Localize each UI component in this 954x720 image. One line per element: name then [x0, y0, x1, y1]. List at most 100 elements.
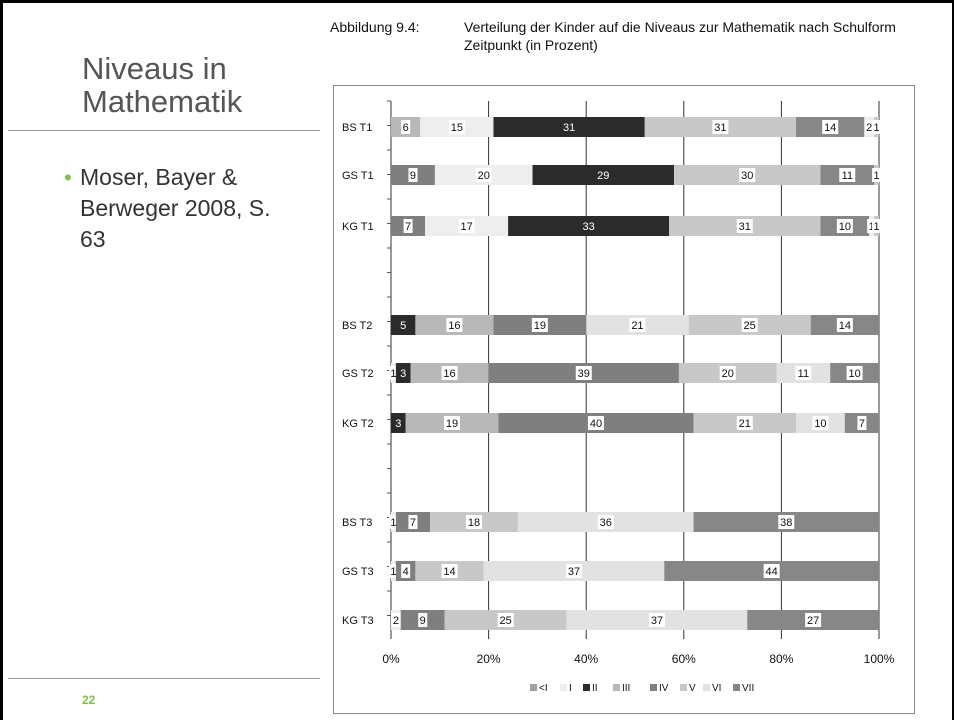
legend-label: II [592, 683, 598, 694]
data-label: 31 [739, 221, 751, 233]
category-label: BS T1 [342, 122, 372, 134]
legend-label: I [569, 683, 572, 694]
data-label-bg [566, 564, 582, 578]
data-label-bg [846, 366, 863, 380]
footer-divider [8, 678, 320, 679]
data-label: 27 [807, 615, 819, 627]
category-label: GS T3 [342, 566, 374, 578]
category-label: GS T2 [342, 368, 374, 380]
bar-segment [395, 363, 411, 383]
data-label: 19 [446, 418, 458, 430]
data-label: 1 [873, 170, 879, 182]
x-tick-label: 100% [864, 652, 895, 666]
x-tick-label: 40% [574, 652, 598, 666]
x-tick-label: 0% [382, 652, 400, 666]
legend-label: VI [712, 683, 721, 694]
data-label-bg [822, 120, 839, 134]
legend-swatch [680, 684, 687, 691]
data-label-bg [648, 613, 665, 627]
data-label-bg [575, 366, 592, 380]
data-label: 1 [390, 566, 396, 578]
data-label-bg [739, 168, 756, 182]
data-label-bg [763, 564, 780, 578]
legend-swatch [530, 684, 537, 691]
data-label: 16 [448, 320, 460, 332]
legend-label: V [689, 683, 696, 694]
data-label: 10 [848, 368, 860, 380]
data-label: 29 [597, 170, 609, 182]
data-label-bg [408, 168, 418, 182]
data-label-bg [441, 366, 458, 380]
data-label-bg [497, 613, 514, 627]
data-label-bg [857, 416, 867, 430]
bar-segment [508, 216, 670, 236]
slide-left-border [0, 0, 3, 720]
figure-caption-label: Abbildung 9.4: [330, 19, 420, 35]
x-tick-label: 20% [477, 652, 501, 666]
data-label: 20 [722, 368, 734, 380]
data-label-bg [597, 515, 614, 529]
stacked-bar-chart: 0% 20% 40% 60% 80% 100%BS T1 6 15 31 31 14 2 1GS T1 9… [342, 100, 895, 694]
data-label: 14 [443, 566, 455, 578]
page-number: 22 [82, 693, 96, 707]
slide-right-border [952, 0, 954, 720]
bullet-text: Moser, Bayer & Berweger 2008, S. 63 [80, 164, 271, 252]
data-label-bg [458, 219, 475, 233]
data-label-bg [587, 416, 604, 430]
legend-swatch [733, 684, 740, 691]
legend-label: VII [742, 683, 754, 694]
data-label: 44 [766, 566, 778, 578]
category-label: BS T3 [342, 517, 372, 529]
data-label: 7 [410, 517, 416, 529]
category-label: KG T1 [342, 221, 374, 233]
data-label: 30 [741, 170, 753, 182]
data-label: 11 [842, 170, 853, 182]
data-label-bg [778, 515, 795, 529]
data-label: 1 [390, 517, 396, 529]
data-label: 3 [395, 418, 401, 430]
data-label: 10 [814, 418, 826, 430]
data-label-bg [741, 318, 758, 332]
legend-swatch [613, 684, 620, 691]
data-label: 7 [859, 418, 865, 430]
data-label: 16 [443, 368, 455, 380]
data-label: 40 [590, 418, 602, 430]
data-label: 2 [393, 615, 399, 627]
data-label-bg [864, 120, 874, 134]
bullet-dot-icon: • [64, 165, 72, 190]
data-label: 5 [400, 320, 406, 332]
category-label: KG T2 [342, 418, 374, 430]
category-label: BS T2 [342, 320, 372, 332]
data-label: 37 [568, 566, 580, 578]
data-label: 1 [869, 221, 875, 233]
data-label-bg [444, 416, 460, 430]
data-label-bg [867, 219, 877, 233]
data-label: 7 [405, 221, 411, 233]
category-label: KG T3 [342, 615, 374, 627]
data-label-bg [408, 515, 418, 529]
data-label-bg [388, 515, 398, 529]
data-label: 33 [583, 221, 595, 233]
data-label: 21 [739, 418, 751, 430]
category-label: GS T1 [342, 170, 374, 182]
figure-caption-text: Verteilung der Kinder auf die Niveaus zu… [464, 19, 896, 53]
data-label: 14 [839, 320, 851, 332]
chart-container: 0% 20% 40% 60% 80% 100% BS T1 6 15 31 31 14 2 1 GS T1 9… [333, 85, 915, 714]
data-label-bg [401, 120, 411, 134]
data-label-bg [836, 219, 853, 233]
bar-segment [493, 117, 645, 137]
data-label-bg [391, 613, 401, 627]
data-label: 2 [866, 122, 872, 134]
data-label: 25 [744, 320, 756, 332]
data-label: 9 [410, 170, 416, 182]
data-label: 15 [451, 122, 463, 134]
data-label-bg [401, 564, 411, 578]
data-label: 31 [714, 122, 726, 134]
data-label: 10 [839, 221, 851, 233]
data-label: 37 [651, 615, 663, 627]
data-label: 38 [780, 517, 792, 529]
data-label-bg [418, 613, 428, 627]
data-label-bg [872, 120, 882, 134]
data-label-bg [872, 168, 882, 182]
data-label: 31 [563, 122, 575, 134]
